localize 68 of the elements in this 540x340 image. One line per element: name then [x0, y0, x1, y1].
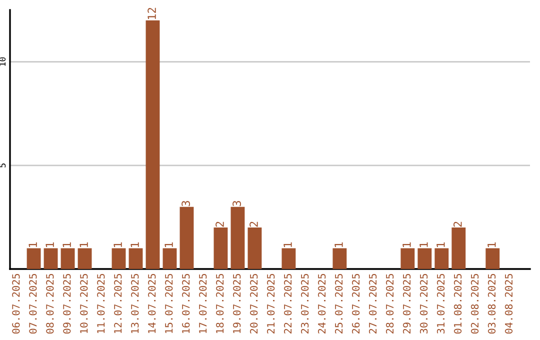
x-tick-label: 03.08.2025 — [488, 274, 496, 334]
bar — [44, 248, 58, 269]
x-tick-label: 18.07.2025 — [216, 274, 224, 333]
data-label: 1 — [420, 242, 428, 247]
bar — [486, 248, 500, 269]
bar — [418, 248, 432, 269]
bar — [452, 228, 466, 269]
x-tick-label: 31.07.2025 — [436, 274, 445, 334]
x-tick-label: 15.07.2025 — [165, 274, 173, 333]
x-tick-label: 01.08.2025 — [454, 274, 462, 334]
data-label: 1 — [436, 242, 445, 247]
x-tick-label: 04.08.2025 — [504, 274, 513, 334]
x-tick-label: 30.07.2025 — [420, 274, 428, 334]
data-label: 3 — [182, 200, 190, 206]
data-label: 2 — [250, 222, 258, 227]
x-tick-label: 02.08.2025 — [470, 274, 479, 334]
data-label: 2 — [453, 222, 462, 227]
bar — [434, 248, 449, 269]
x-tick-label: 24.07.2025 — [318, 274, 326, 334]
x-tick-label: 12.07.2025 — [114, 274, 122, 333]
x-tick-label: 20.07.2025 — [250, 274, 258, 334]
x-tick-label: 13.07.2025 — [131, 274, 139, 333]
x-tick-label: 26.07.2025 — [352, 274, 360, 334]
data-label: 1 — [28, 242, 37, 247]
data-label: 1 — [62, 242, 71, 247]
data-label: 2 — [216, 222, 224, 227]
x-tick-label: 19.07.2025 — [233, 274, 241, 333]
data-label: 1 — [488, 242, 496, 247]
bar — [112, 248, 126, 269]
bar — [128, 248, 143, 269]
bar — [282, 248, 296, 269]
bar — [162, 248, 177, 269]
data-label: 1 — [334, 242, 343, 247]
bar — [400, 248, 415, 269]
bar — [230, 206, 245, 269]
x-tick-label: 09.07.2025 — [63, 274, 71, 334]
bar — [78, 248, 92, 269]
x-tick-label: 08.07.2025 — [46, 274, 54, 334]
bar — [332, 248, 347, 269]
bar — [214, 228, 228, 269]
x-tick-label: 17.07.2025 — [199, 274, 207, 333]
x-tick-label: 07.07.2025 — [29, 274, 37, 334]
x-tick-label: 16.07.2025 — [182, 274, 190, 333]
x-tick-label: 06.07.2025 — [12, 274, 20, 334]
data-label: 1 — [284, 242, 292, 247]
data-label: 1 — [80, 242, 88, 247]
data-label: 1 — [130, 242, 139, 247]
data-label: 3 — [232, 200, 241, 206]
x-tick-label: 22.07.2025 — [284, 274, 292, 334]
bar — [26, 248, 41, 269]
x-tick-label: 23.07.2025 — [300, 274, 309, 334]
x-tick-label: 14.07.2025 — [148, 274, 156, 333]
data-label: 1 — [402, 242, 411, 247]
bar — [60, 248, 75, 269]
data-label: 1 — [114, 242, 122, 247]
x-tick-label: 11.07.2025 — [97, 274, 105, 333]
x-tick-label: 29.07.2025 — [402, 274, 411, 334]
data-label: 1 — [46, 242, 54, 247]
data-label: 12 — [148, 8, 156, 20]
bar — [146, 20, 160, 269]
data-label: 1 — [164, 242, 173, 247]
x-tick-label: 25.07.2025 — [334, 274, 343, 334]
x-tick-label: 21.07.2025 — [267, 274, 275, 334]
x-tick-label: 10.07.2025 — [80, 274, 88, 333]
bar — [248, 228, 262, 269]
x-tick-label: 28.07.2025 — [386, 274, 394, 334]
bar — [180, 206, 194, 269]
x-tick-label: 27.07.2025 — [368, 274, 377, 334]
